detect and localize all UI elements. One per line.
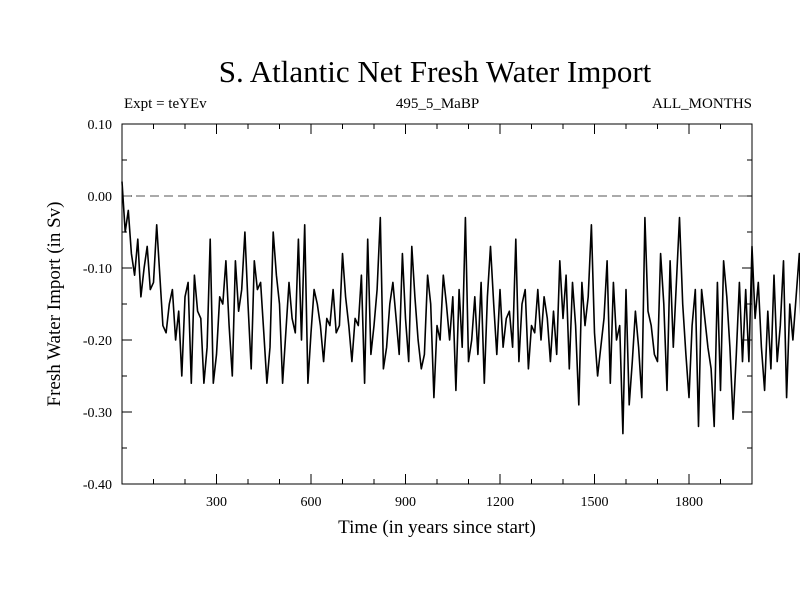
dataset-label: 495_5_MaBP (395, 96, 480, 112)
fresh-water-series-line (121, 181, 800, 435)
y-axis-label: Fresh Water Import (in Sv) (44, 202, 65, 407)
experiment-label: Expt = teYEv (124, 96, 207, 112)
plot-frame (121, 123, 753, 485)
x-tick-label: 900 (395, 495, 416, 510)
x-axis-label: Time (in years since start) (338, 517, 536, 538)
y-tick-label: -0.40 (83, 478, 112, 493)
y-tick-label: -0.20 (83, 334, 112, 349)
x-tick-label: 1800 (675, 495, 703, 510)
y-tick-label: 0.10 (88, 118, 113, 133)
x-tick-label: 1500 (581, 495, 609, 510)
months-label: ALL_MONTHS (652, 96, 752, 112)
x-tick-label: 600 (301, 495, 322, 510)
y-tick-label: -0.30 (83, 406, 112, 421)
ticks-layer: 300 600 900 1200 1500 1800 0.10 0.00 -0.10 -0.20 -… (83, 118, 752, 510)
y-tick-label: 0.00 (88, 190, 113, 205)
chart-title: S. Atlantic Net Fresh Water Import (218, 54, 652, 89)
x-tick-label: 300 (206, 495, 227, 510)
y-tick-label: -0.10 (83, 262, 112, 277)
x-tick-label: 1200 (486, 495, 514, 510)
